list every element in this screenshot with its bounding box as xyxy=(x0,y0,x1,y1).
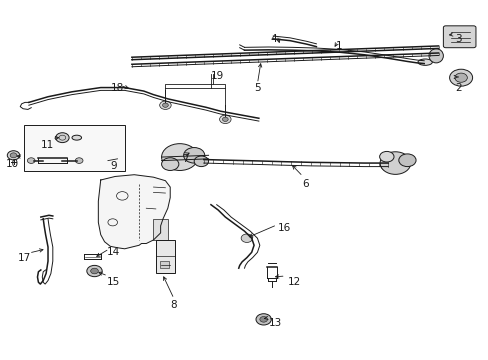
Bar xyxy=(156,240,175,274)
Bar xyxy=(160,261,168,268)
Circle shape xyxy=(10,153,17,158)
Text: 8: 8 xyxy=(170,300,177,310)
Circle shape xyxy=(27,158,35,163)
Text: 11: 11 xyxy=(41,140,54,150)
Text: 5: 5 xyxy=(254,83,260,93)
Text: 2: 2 xyxy=(454,83,461,93)
Circle shape xyxy=(194,156,208,167)
FancyBboxPatch shape xyxy=(443,26,475,48)
Circle shape xyxy=(160,101,171,109)
Text: 7: 7 xyxy=(182,154,188,164)
Circle shape xyxy=(219,115,231,123)
Circle shape xyxy=(161,158,179,171)
Text: 18: 18 xyxy=(110,83,123,93)
Circle shape xyxy=(222,117,228,121)
Circle shape xyxy=(7,151,20,160)
Circle shape xyxy=(241,234,252,242)
Text: 6: 6 xyxy=(302,179,308,189)
Circle shape xyxy=(90,268,98,274)
Text: 3: 3 xyxy=(454,34,461,44)
Ellipse shape xyxy=(428,49,443,63)
Polygon shape xyxy=(98,175,170,249)
Circle shape xyxy=(56,133,69,143)
Circle shape xyxy=(398,154,415,167)
Text: 17: 17 xyxy=(18,253,32,262)
Circle shape xyxy=(379,152,393,162)
Circle shape xyxy=(380,158,397,171)
Circle shape xyxy=(75,158,83,163)
Text: 16: 16 xyxy=(278,222,291,233)
Text: 1: 1 xyxy=(335,41,342,51)
Circle shape xyxy=(87,265,102,277)
Ellipse shape xyxy=(72,135,81,140)
Bar xyxy=(24,125,124,171)
Bar xyxy=(153,219,167,240)
Text: 19: 19 xyxy=(210,71,224,81)
Circle shape xyxy=(256,314,271,325)
Circle shape xyxy=(454,73,467,82)
Text: 15: 15 xyxy=(107,277,120,287)
Circle shape xyxy=(183,148,204,163)
Circle shape xyxy=(379,152,410,174)
Circle shape xyxy=(162,103,168,107)
Text: 14: 14 xyxy=(107,247,120,257)
Text: 4: 4 xyxy=(270,34,277,44)
Circle shape xyxy=(161,144,198,171)
Text: 10: 10 xyxy=(6,159,19,169)
Text: 9: 9 xyxy=(110,161,117,171)
Circle shape xyxy=(259,316,267,322)
Text: 13: 13 xyxy=(268,318,281,328)
Ellipse shape xyxy=(417,59,431,66)
Circle shape xyxy=(448,69,471,86)
Text: 12: 12 xyxy=(287,277,300,287)
